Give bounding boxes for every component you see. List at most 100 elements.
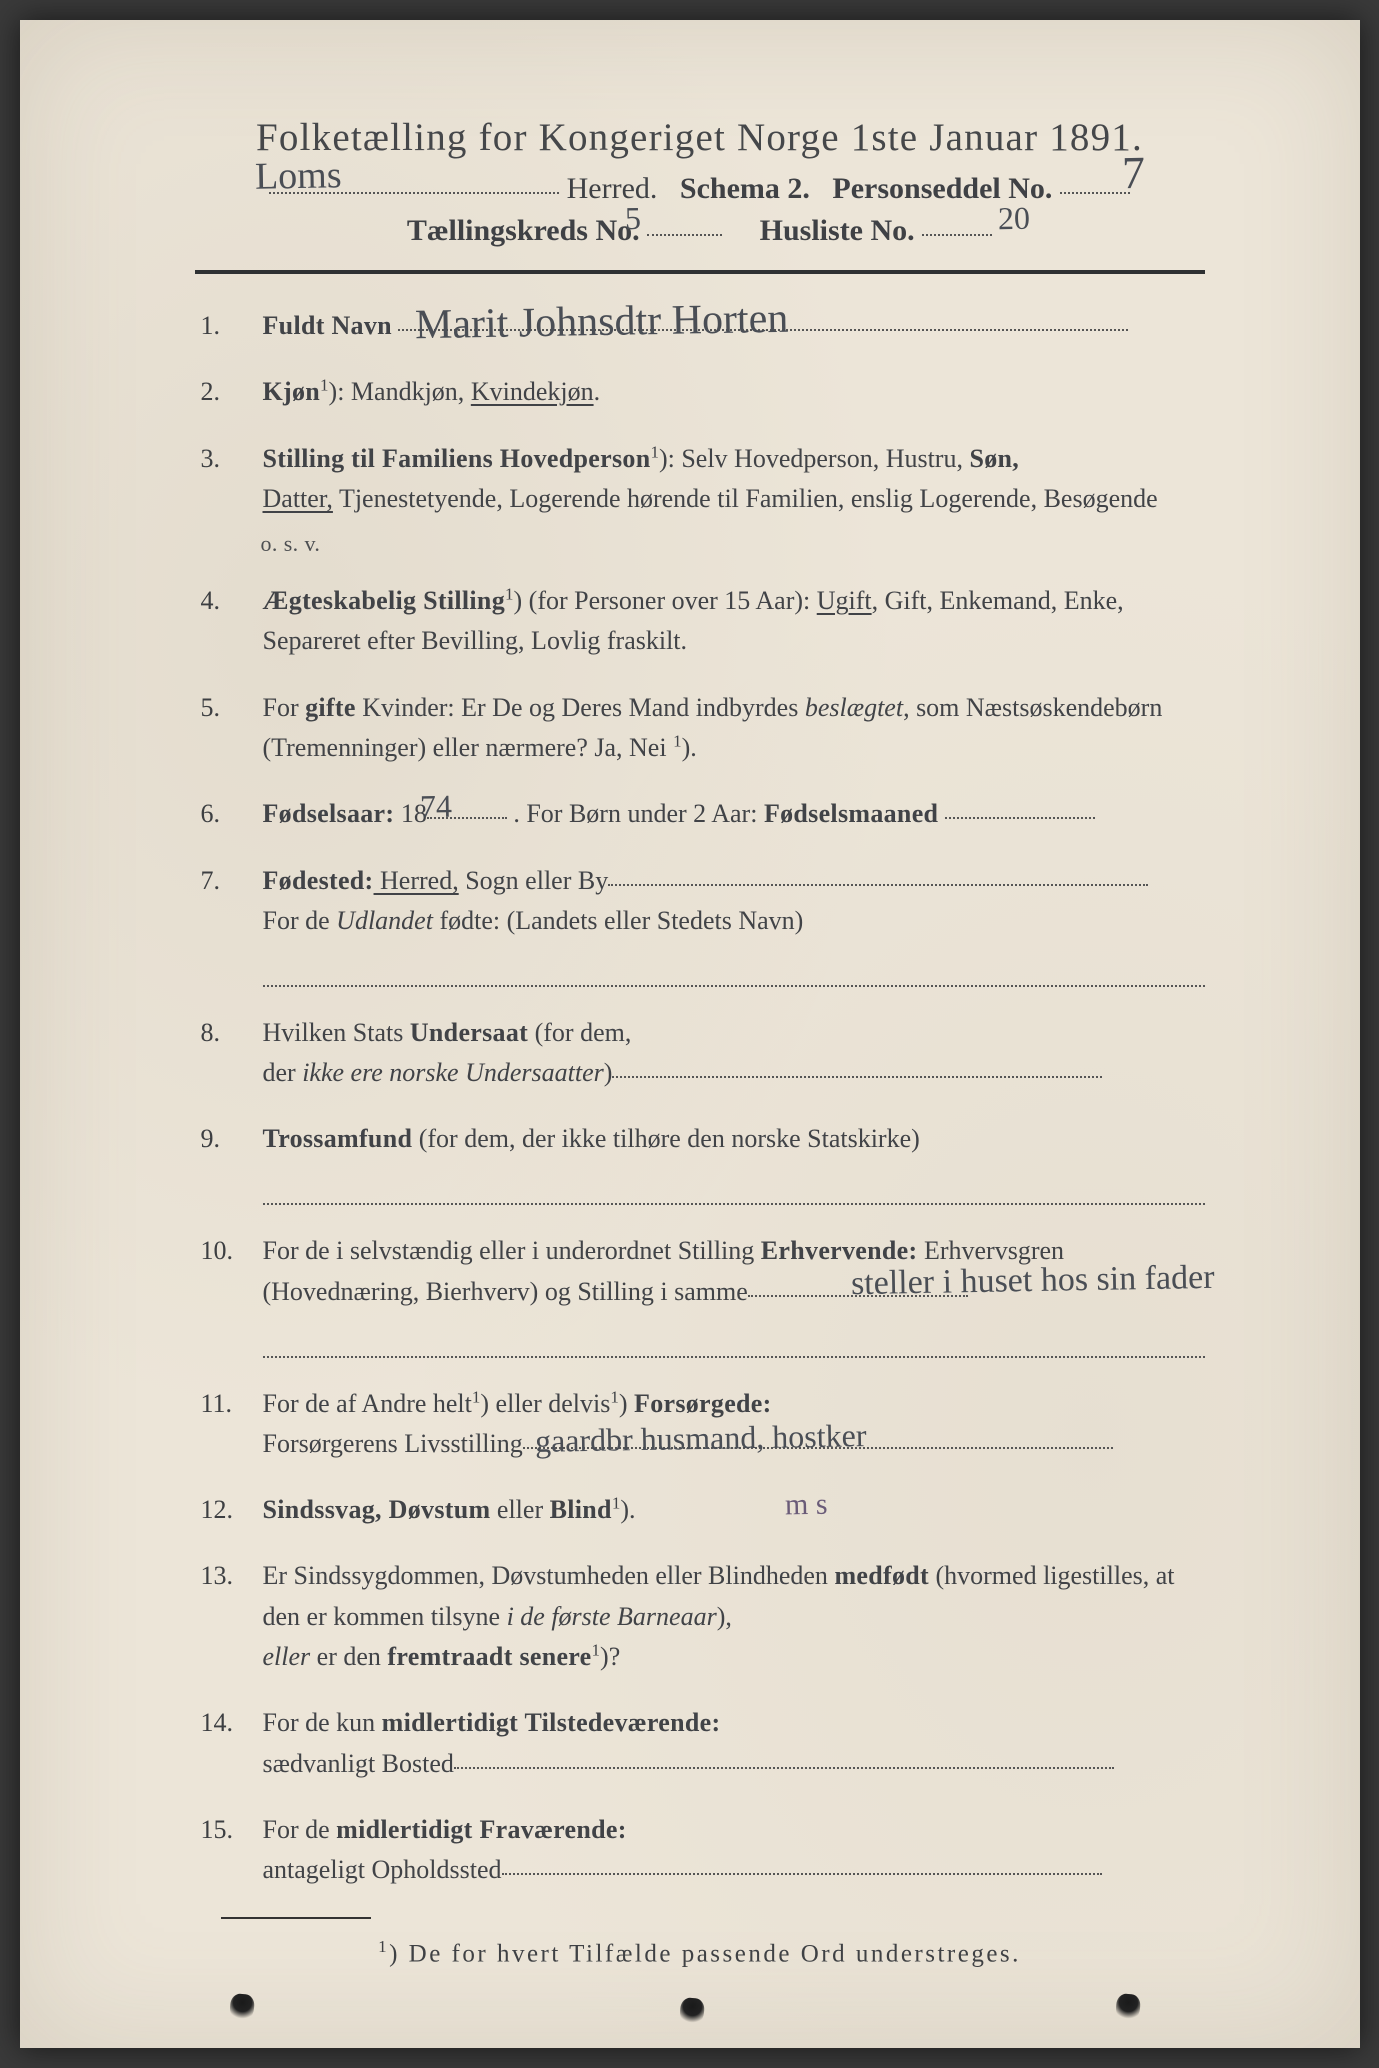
item-8-citizenship: Hvilken Stats Undersaat (for dem, der ik…: [195, 1013, 1205, 1094]
item-4-marital: Ægteskabelig Stilling1) (for Personer ov…: [195, 581, 1205, 662]
sup-1h: 1: [592, 1640, 601, 1659]
item-7-birthplace: Fødested: Herred, Sogn eller By For de U…: [195, 861, 1205, 987]
medf-tail: ),: [717, 1602, 732, 1631]
lead-fors: For de af Andre helt: [263, 1389, 472, 1418]
label-tros: Trossamfund: [263, 1124, 413, 1153]
kjon-selected: Kvindekjøn: [471, 377, 594, 406]
der: der: [263, 1058, 303, 1087]
herred-handwritten: Loms: [254, 153, 341, 199]
header-line-2: Tællingskreds No. 5 Husliste No. 20: [195, 214, 1205, 248]
item-5-married-women: For gifte Kvinder: Er De og Deres Mand i…: [195, 688, 1205, 769]
name-handwritten: Marit Johnsdtr Horten: [414, 287, 788, 359]
label-kjon: Kjøn: [263, 377, 321, 406]
husliste-field: [922, 234, 992, 236]
label-frav: midlertidigt Fraværende:: [336, 1815, 627, 1844]
sup-1d: 1: [673, 731, 682, 750]
datter-selected: Datter,: [263, 484, 333, 513]
ugift-selected: Ugift: [817, 586, 872, 615]
title-text: Folketælling for Kongeriget Norge 1ste J…: [256, 116, 1143, 159]
heavy-rule: [195, 270, 1205, 274]
saed-bosted: sædvanligt Bosted: [263, 1749, 454, 1778]
form-items: Fuldt Navn Marit Johnsdtr Horten Kjøn1):…: [195, 306, 1205, 1891]
tkreds-field: [647, 234, 722, 236]
close-paren: ): [604, 1058, 613, 1087]
personseddel-field: [1060, 192, 1130, 194]
mid-delvis: ) eller delvis: [480, 1389, 610, 1418]
sup-1f: 1: [610, 1387, 619, 1406]
eller-it: eller: [263, 1642, 311, 1671]
maaned-field: [945, 817, 1095, 819]
sup-1a: 1: [320, 376, 329, 395]
item-10-occupation: For de i selvstændig eller i underordnet…: [195, 1231, 1205, 1357]
text-aegte: ) (for Personer over 15 Aar):: [514, 586, 817, 615]
erhv-hand: steller i huset hos sin fader: [851, 1252, 1215, 1311]
forde: For de: [263, 906, 337, 935]
lead-frav: For de: [263, 1815, 337, 1844]
sup-1c: 1: [505, 585, 514, 604]
short-rule: [221, 1917, 371, 1919]
label-frem: fremtraadt senere: [387, 1642, 591, 1671]
label-blind: Blind: [550, 1495, 612, 1524]
label-herred: Herred.: [567, 172, 658, 205]
item-12-disability: Sindssvag, Døvstum eller Blind1). m s: [195, 1490, 1205, 1530]
label-fodsel: Fødselsaar:: [263, 799, 395, 828]
sinds-tail: ).: [620, 1495, 635, 1524]
item-1-name: Fuldt Navn Marit Johnsdtr Horten: [195, 306, 1205, 346]
label-stilling: Stilling til Familiens Hovedperson: [263, 444, 651, 473]
frem-tail: )?: [600, 1642, 620, 1671]
text-tros: (for dem, der ikke tilhøre den norske St…: [412, 1124, 920, 1153]
label-kvinder: Kvinder: [356, 693, 448, 722]
son-bold: Søn,: [969, 444, 1019, 473]
gifte-tail2: ).: [682, 733, 697, 762]
osv-note: o. s. v.: [261, 531, 1205, 557]
item-3-relation: Stilling til Familiens Hovedperson1): Se…: [195, 439, 1205, 520]
item-11-supported: For de af Andre helt1) eller delvis1) Fo…: [195, 1384, 1205, 1465]
census-form-page: Folketælling for Kongeriget Norge 1ste J…: [20, 20, 1360, 2048]
footnote-text: ) De for hvert Tilfælde passende Ord und…: [389, 1940, 1021, 1967]
footnote: 1) De for hvert Tilfælde passende Ord un…: [195, 1937, 1205, 1968]
undersaat-field: [612, 1076, 1102, 1078]
tros-field: [263, 1164, 1205, 1206]
label-sinds: Sindssvag, Døvstum: [263, 1495, 491, 1524]
mid-born: . For Børn under 2 Aar:: [513, 799, 764, 828]
label-tilst: midlertidigt Tilstedeværende:: [382, 1708, 721, 1737]
lead-erhv: For de i selvstændig eller i underordnet…: [263, 1236, 761, 1265]
item-14-temp-present: For de kun midlertidigt Tilstedeværende:…: [195, 1703, 1205, 1784]
label-medf: medfødt: [834, 1561, 929, 1590]
text-kjon: ): Mandkjøn,: [329, 377, 471, 406]
opholdssted: antageligt Opholdssted: [263, 1855, 502, 1884]
label-maaned: Fødselsmaaned: [764, 799, 938, 828]
eller: eller: [490, 1495, 549, 1524]
sinds-hand: m s: [784, 1482, 827, 1529]
label-husliste: Husliste No.: [760, 214, 915, 247]
beslaegtet: beslægtet: [805, 693, 903, 722]
stilling-rest: Tjenestetyende, Logerende hørende til Fa…: [333, 484, 1158, 513]
label-tkreds: Tællingskreds No.: [407, 214, 640, 247]
kjon-tail: .: [594, 377, 601, 406]
udlandet-field: [263, 945, 1205, 987]
tkreds-hand: 5: [624, 200, 641, 237]
udlandet: Udlandet: [336, 906, 433, 935]
item-2-sex: Kjøn1): Mandkjøn, Kvindekjøn.: [195, 372, 1205, 412]
year-hand: 74: [419, 782, 452, 832]
barneaar: i de første Barneaar: [507, 1602, 717, 1631]
mid2: ): [619, 1389, 634, 1418]
erden: er den: [310, 1642, 387, 1671]
tear-mark: [678, 1997, 704, 2027]
label-fodested: Fødested:: [263, 866, 374, 895]
lead-undersaat: Hvilken Stats: [263, 1018, 410, 1047]
label-fuldt-navn: Fuldt Navn: [263, 311, 392, 340]
item-13-congenital: Er Sindssygdommen, Døvstumheden eller Bl…: [195, 1556, 1205, 1677]
main-title: Folketælling for Kongeriget Norge 1ste J…: [195, 115, 1205, 160]
header-line-1: Loms Herred. Schema 2. Personseddel No. …: [195, 172, 1205, 206]
text-gifte: : Er De og Deres Mand indbyrdes: [447, 693, 804, 722]
footnote-sup: 1: [378, 1937, 389, 1956]
sogn-field: [608, 884, 1148, 886]
text-sogn: Sogn eller By: [459, 866, 609, 895]
fors-hand: gaardbr husmand, hostker: [534, 1411, 866, 1466]
tear-mark: [1114, 1993, 1140, 2023]
label-gifte: gifte: [305, 693, 356, 722]
ikke-norske: ikke ere norske Undersaatter: [302, 1058, 604, 1087]
item-9-religion: Trossamfund (for dem, der ikke tilhøre d…: [195, 1119, 1205, 1205]
udlandet-rest: fødte: (Landets eller Stedets Navn): [433, 906, 803, 935]
